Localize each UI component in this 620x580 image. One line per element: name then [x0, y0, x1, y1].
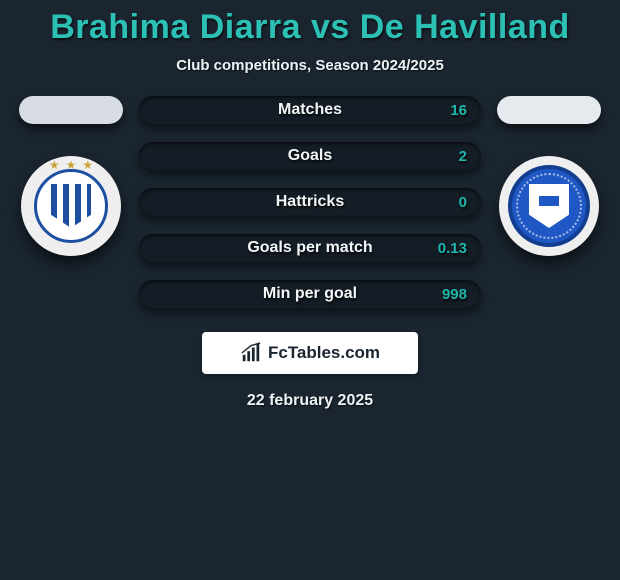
right-club-badge	[499, 156, 599, 256]
left-name-chip	[19, 96, 123, 124]
stat-row: Hattricks 0	[139, 188, 481, 216]
stat-value-right: 0.13	[438, 234, 467, 262]
brand-text: FcTables.com	[268, 343, 380, 363]
right-club-crest	[508, 165, 590, 247]
right-name-chip	[497, 96, 601, 124]
chart-icon	[240, 342, 262, 364]
left-club-crest: ★★★	[34, 169, 108, 243]
stat-value-right: 16	[450, 96, 467, 124]
right-column	[497, 96, 601, 256]
stat-row: Matches 16	[139, 96, 481, 124]
stats-column: Matches 16 Goals 2 Hattricks 0 Goals per…	[139, 96, 481, 308]
stat-value-right: 0	[459, 188, 467, 216]
star-row: ★★★	[41, 158, 101, 172]
stat-label: Goals per match	[247, 239, 372, 257]
brand-logo: FcTables.com	[202, 332, 418, 374]
page-title: Brahima Diarra vs De Havilland	[50, 8, 570, 47]
stat-value-right: 2	[459, 142, 467, 170]
stat-row: Goals per match 0.13	[139, 234, 481, 262]
left-column: ★★★	[19, 96, 123, 256]
date-line: 22 february 2025	[247, 392, 373, 410]
stat-label: Goals	[288, 147, 332, 165]
stat-row: Min per goal 998	[139, 280, 481, 308]
stat-label: Hattricks	[276, 193, 344, 211]
left-club-badge: ★★★	[21, 156, 121, 256]
white-shield-icon	[529, 184, 569, 228]
stripe-shield-icon	[51, 184, 91, 228]
subtitle: Club competitions, Season 2024/2025	[176, 57, 444, 74]
stat-row: Goals 2	[139, 142, 481, 170]
main-row: ★★★ Matches 16 Goals 2 Hattricks 0 Goals…	[0, 96, 620, 308]
stat-value-right: 998	[442, 280, 467, 308]
stat-label: Min per goal	[263, 285, 357, 303]
comparison-card: Brahima Diarra vs De Havilland Club comp…	[0, 0, 620, 410]
stat-label: Matches	[278, 101, 342, 119]
